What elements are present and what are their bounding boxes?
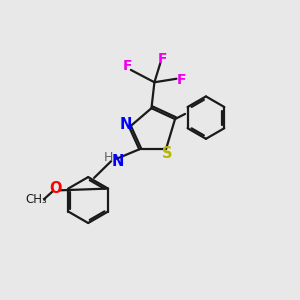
- Text: N: N: [119, 117, 132, 132]
- Text: F: F: [177, 73, 187, 87]
- Text: H: H: [103, 151, 113, 164]
- Text: F: F: [158, 52, 167, 66]
- Text: N: N: [111, 154, 124, 169]
- Text: O: O: [50, 182, 62, 196]
- Text: S: S: [162, 146, 173, 161]
- Text: F: F: [123, 59, 132, 73]
- Text: CH₃: CH₃: [26, 193, 47, 206]
